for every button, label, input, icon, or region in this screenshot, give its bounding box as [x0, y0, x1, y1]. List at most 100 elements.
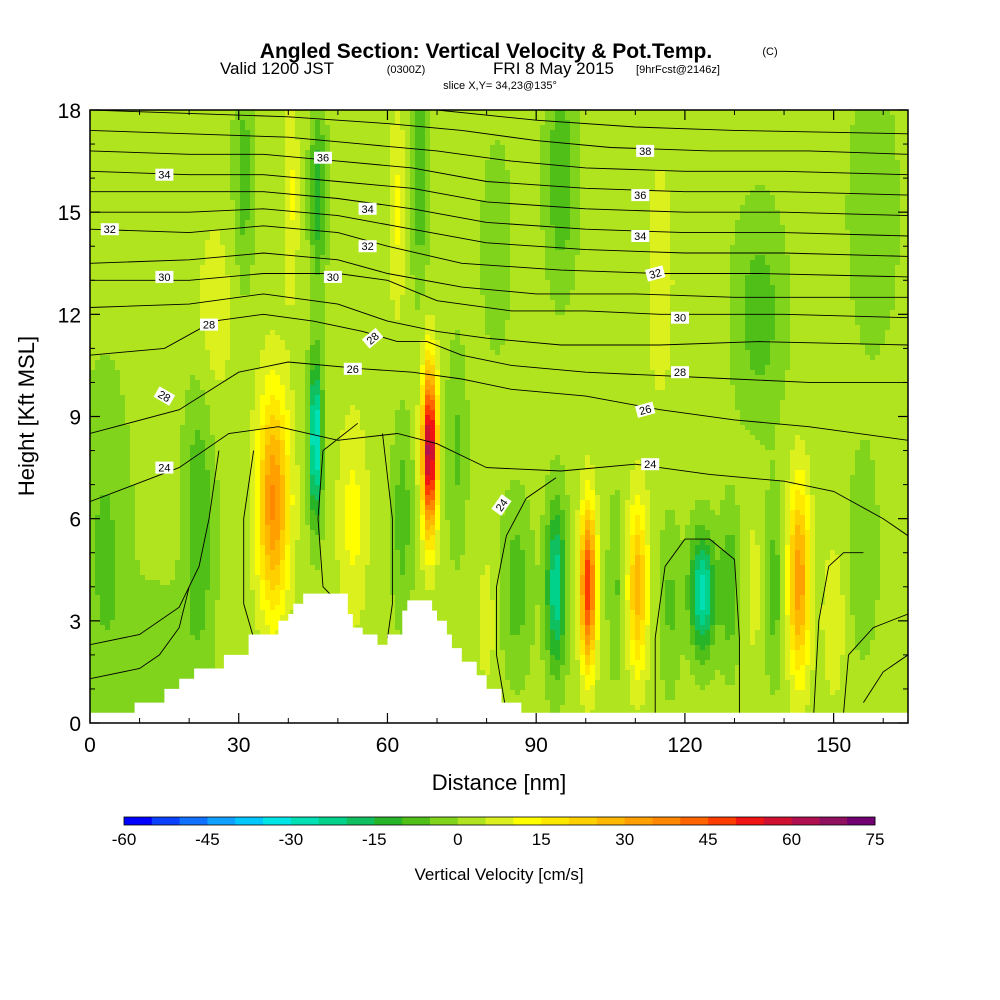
velocity-cell	[780, 175, 786, 181]
velocity-cell	[330, 230, 336, 236]
velocity-cell	[140, 160, 146, 166]
velocity-cell	[525, 155, 531, 161]
velocity-cell	[305, 135, 311, 141]
velocity-cell	[585, 200, 591, 206]
velocity-cell	[775, 185, 781, 191]
velocity-cell	[660, 140, 666, 146]
velocity-cell	[110, 190, 116, 196]
velocity-cell	[165, 160, 171, 166]
velocity-cell	[145, 145, 151, 151]
velocity-cell	[470, 150, 476, 156]
velocity-cell	[505, 185, 511, 191]
velocity-cell	[150, 180, 156, 186]
velocity-cell	[850, 185, 856, 191]
velocity-cell	[640, 215, 646, 221]
velocity-cell	[575, 155, 581, 161]
velocity-cell	[215, 155, 221, 161]
velocity-cell	[350, 170, 356, 176]
velocity-cell	[525, 170, 531, 176]
velocity-cell	[515, 175, 521, 181]
velocity-cell	[360, 135, 366, 141]
velocity-cell	[575, 145, 581, 151]
velocity-cell	[365, 165, 371, 171]
velocity-cell	[110, 195, 116, 201]
velocity-cell	[665, 150, 671, 156]
velocity-cell	[515, 195, 521, 201]
velocity-cell	[775, 110, 781, 116]
velocity-cell	[685, 215, 691, 221]
velocity-cell	[335, 235, 341, 241]
velocity-cell	[430, 170, 436, 176]
velocity-cell	[360, 195, 366, 201]
velocity-cell	[580, 145, 586, 151]
velocity-cell	[755, 160, 761, 166]
velocity-cell	[430, 175, 436, 181]
velocity-cell	[525, 130, 531, 136]
velocity-cell	[195, 180, 201, 186]
velocity-cell	[745, 185, 751, 191]
velocity-cell	[580, 155, 586, 161]
velocity-cell	[780, 195, 786, 201]
velocity-cell	[320, 220, 326, 226]
velocity-cell	[760, 215, 766, 221]
velocity-cell	[180, 200, 186, 206]
velocity-cell	[300, 260, 306, 266]
velocity-cell	[225, 260, 231, 266]
velocity-cell	[795, 145, 801, 151]
velocity-cell	[680, 120, 686, 126]
velocity-cell	[315, 145, 321, 151]
velocity-cell	[305, 255, 311, 261]
velocity-cell	[690, 145, 696, 151]
velocity-cell	[290, 120, 296, 126]
velocity-cell	[240, 200, 246, 206]
velocity-cell	[490, 215, 496, 221]
velocity-cell	[775, 120, 781, 126]
velocity-cell	[110, 155, 116, 161]
velocity-cell	[115, 240, 121, 246]
velocity-cell	[190, 115, 196, 121]
velocity-cell	[300, 160, 306, 166]
velocity-cell	[840, 195, 846, 201]
velocity-cell	[510, 210, 516, 216]
velocity-cell	[365, 150, 371, 156]
velocity-cell	[90, 165, 96, 171]
velocity-cell	[485, 120, 491, 126]
velocity-cell	[375, 185, 381, 191]
velocity-cell	[380, 260, 386, 266]
velocity-cell	[175, 140, 181, 146]
velocity-cell	[485, 145, 491, 151]
velocity-cell	[320, 185, 326, 191]
velocity-cell	[510, 145, 516, 151]
velocity-cell	[95, 240, 101, 246]
velocity-cell	[375, 165, 381, 171]
velocity-cell	[790, 175, 796, 181]
velocity-cell	[565, 150, 571, 156]
velocity-cell	[460, 115, 466, 121]
velocity-cell	[435, 200, 441, 206]
velocity-cell	[880, 115, 886, 121]
velocity-cell	[625, 150, 631, 156]
velocity-cell	[395, 240, 401, 246]
velocity-cell	[515, 110, 521, 116]
velocity-cell	[805, 160, 811, 166]
velocity-cell	[350, 150, 356, 156]
velocity-cell	[290, 260, 296, 266]
velocity-cell	[580, 160, 586, 166]
velocity-cell	[360, 180, 366, 186]
velocity-cell	[345, 135, 351, 141]
velocity-cell	[500, 235, 506, 241]
velocity-cell	[520, 170, 526, 176]
velocity-cell	[230, 160, 236, 166]
velocity-cell	[115, 175, 121, 181]
velocity-cell	[380, 235, 386, 241]
velocity-cell	[310, 170, 316, 176]
velocity-cell	[850, 125, 856, 131]
velocity-cell	[355, 195, 361, 201]
velocity-cell	[420, 205, 426, 211]
velocity-cell	[890, 220, 896, 226]
velocity-cell	[610, 240, 616, 246]
velocity-cell	[395, 205, 401, 211]
velocity-cell	[115, 205, 121, 211]
velocity-cell	[200, 185, 206, 191]
velocity-cell	[335, 225, 341, 231]
